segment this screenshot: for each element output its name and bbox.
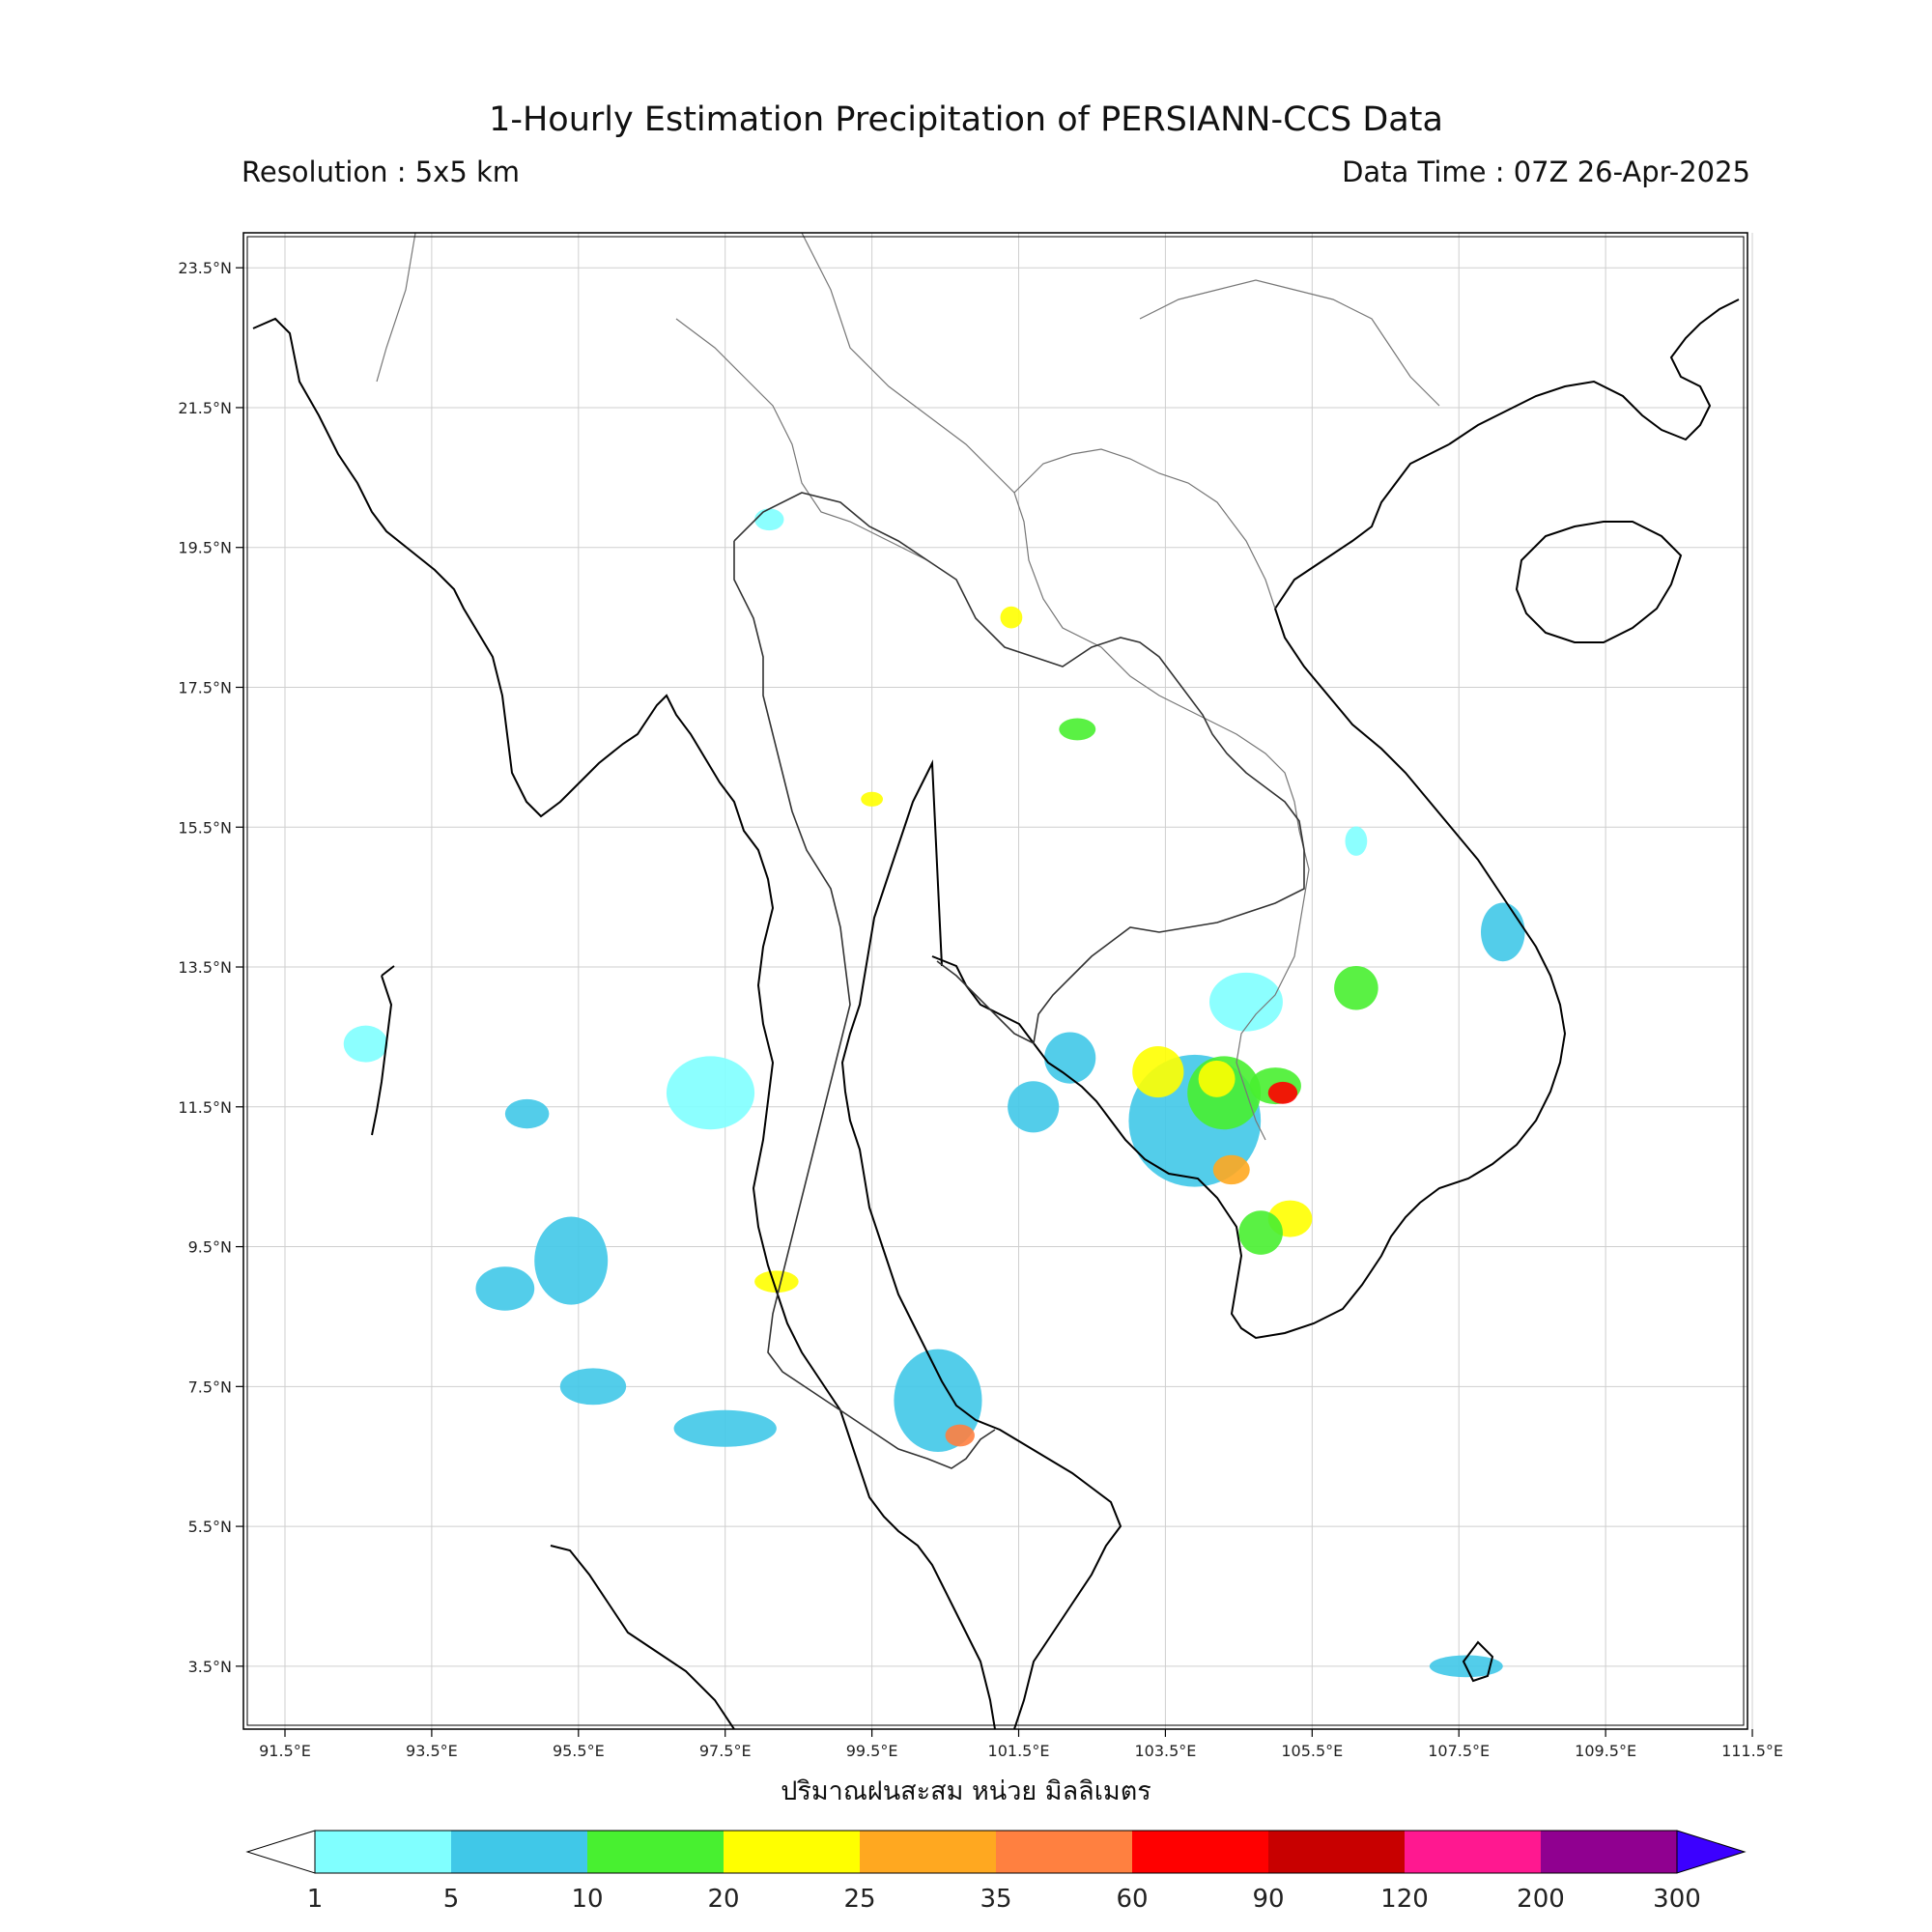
rain-cell bbox=[1132, 1046, 1184, 1098]
rain-cell bbox=[504, 1098, 550, 1129]
colorbar-under-arrow bbox=[245, 1830, 316, 1874]
lon-tick-label: 109.5°E bbox=[1575, 1742, 1636, 1760]
lat-tick-label: 17.5°N bbox=[178, 678, 232, 696]
colorbar-segment bbox=[724, 1831, 860, 1873]
colorbar-label: 5 bbox=[443, 1885, 460, 1914]
colorbar-segment bbox=[996, 1831, 1132, 1873]
coastline-gulf-east bbox=[931, 443, 1567, 1340]
coastlines bbox=[252, 298, 1740, 1729]
lon-tick-label: 91.5°E bbox=[259, 1742, 311, 1760]
lat-tick-label: 19.5°N bbox=[178, 539, 232, 557]
lat-tick-label: 15.5°N bbox=[178, 818, 232, 837]
rain-cell bbox=[754, 508, 784, 531]
colorbar-segment bbox=[587, 1831, 724, 1873]
data-time-label: Data Time : 07Z 26-Apr-2025 bbox=[1342, 156, 1750, 188]
coastline-sumatra bbox=[550, 1545, 735, 1729]
colorbar-label: 10 bbox=[571, 1885, 603, 1914]
resolution-label: Resolution : 5x5 km bbox=[242, 156, 521, 188]
rain-cell bbox=[673, 1409, 777, 1447]
rain-cell bbox=[666, 1056, 755, 1130]
lat-tick-label: 21.5°N bbox=[178, 399, 232, 417]
lon-tick-label: 97.5°E bbox=[699, 1742, 752, 1760]
colorbar-label: 120 bbox=[1380, 1885, 1429, 1914]
colorbar-segment bbox=[1541, 1831, 1677, 1873]
colorbar-frame bbox=[314, 1830, 1678, 1874]
colorbar-label: 25 bbox=[843, 1885, 875, 1914]
colorbar: 1 5 10 20 25 35 60 90 120 200 300 bbox=[245, 1830, 1747, 1914]
thailand-outline bbox=[733, 492, 1305, 1469]
lon-tick-label: 93.5°E bbox=[406, 1742, 458, 1760]
lon-tick-label: 105.5°E bbox=[1281, 1742, 1343, 1760]
colorbar-label: 60 bbox=[1116, 1885, 1148, 1914]
rain-cell bbox=[754, 1270, 799, 1293]
map-title: 1-Hourly Estimation Precipitation of PER… bbox=[489, 100, 1443, 139]
rain-cell bbox=[1208, 972, 1283, 1032]
lat-tick-label: 5.5°N bbox=[188, 1518, 232, 1536]
colorbar-segment bbox=[860, 1831, 996, 1873]
rain-cell bbox=[945, 1424, 975, 1447]
lat-tick-label: 11.5°N bbox=[178, 1098, 232, 1117]
coastline-andaman bbox=[371, 965, 395, 1136]
rain-cell bbox=[1198, 1060, 1236, 1097]
lon-tick-label: 99.5°E bbox=[846, 1742, 898, 1760]
lon-tick-label: 111.5°E bbox=[1721, 1742, 1783, 1760]
graticule bbox=[243, 233, 1753, 1729]
lon-tick-label: 95.5°E bbox=[553, 1742, 605, 1760]
lat-tick-label: 7.5°N bbox=[188, 1378, 232, 1396]
rain-cell bbox=[1345, 826, 1368, 856]
colorbar-segment bbox=[1268, 1831, 1405, 1873]
plot-inner-frame bbox=[246, 236, 1745, 1726]
colorbar-segment bbox=[451, 1831, 587, 1873]
colorbar-label: 200 bbox=[1517, 1885, 1565, 1914]
rain-cell bbox=[1059, 718, 1096, 741]
lat-tick-label: 3.5°N bbox=[188, 1658, 232, 1676]
colorbar-label: 1 bbox=[307, 1885, 324, 1914]
colorbar-segment bbox=[1132, 1831, 1268, 1873]
lat-tick-label: 23.5°N bbox=[178, 259, 232, 277]
coastline-south-china bbox=[1448, 298, 1740, 445]
lat-tick-label: 13.5°N bbox=[178, 958, 232, 977]
axes bbox=[242, 232, 1748, 1730]
lat-tick-label: 9.5°N bbox=[188, 1238, 232, 1257]
colorbar-segment bbox=[1405, 1831, 1541, 1873]
lon-tick-label: 107.5°E bbox=[1428, 1742, 1490, 1760]
rain-cell bbox=[1238, 1210, 1283, 1255]
colorbar-segment bbox=[315, 1831, 451, 1873]
rain-cell bbox=[1000, 606, 1023, 629]
colorbar-label: 20 bbox=[707, 1885, 739, 1914]
rain-cell bbox=[861, 791, 884, 807]
rain-cell bbox=[1044, 1032, 1096, 1084]
unit-label: ปริมาณฝนสะสม หน่วย มิลลิเมตร bbox=[781, 1776, 1151, 1806]
lon-tick-label: 103.5°E bbox=[1134, 1742, 1196, 1760]
rain-cell bbox=[1334, 965, 1378, 1010]
rain-cell bbox=[1212, 1154, 1250, 1185]
rain-cell bbox=[1481, 902, 1525, 962]
coastline-west bbox=[252, 317, 996, 1729]
axis-ticks: 91.5°E 93.5°E 95.5°E 97.5°E 99.5°E 101.5°E 103… bbox=[178, 259, 1783, 1760]
rain-cell bbox=[559, 1368, 627, 1406]
coastline-hainan bbox=[1515, 521, 1683, 643]
coastline-borneo bbox=[1462, 1640, 1494, 1683]
colorbar-label: 300 bbox=[1653, 1885, 1701, 1914]
rain-cells bbox=[343, 508, 1525, 1678]
coastline-gulf-west bbox=[840, 759, 1122, 1729]
rain-cell bbox=[343, 1025, 388, 1063]
rain-cell bbox=[1008, 1081, 1060, 1133]
colorbar-label: 90 bbox=[1252, 1885, 1284, 1914]
colorbar-label: 35 bbox=[980, 1885, 1011, 1914]
rain-cell bbox=[475, 1266, 535, 1311]
country-borders bbox=[376, 233, 1440, 1141]
lon-tick-label: 101.5°E bbox=[988, 1742, 1050, 1760]
colorbar-over-arrow bbox=[1676, 1830, 1747, 1874]
rain-cell bbox=[1267, 1081, 1298, 1104]
rain-cell bbox=[534, 1216, 609, 1305]
plot-frame bbox=[242, 232, 1748, 1730]
